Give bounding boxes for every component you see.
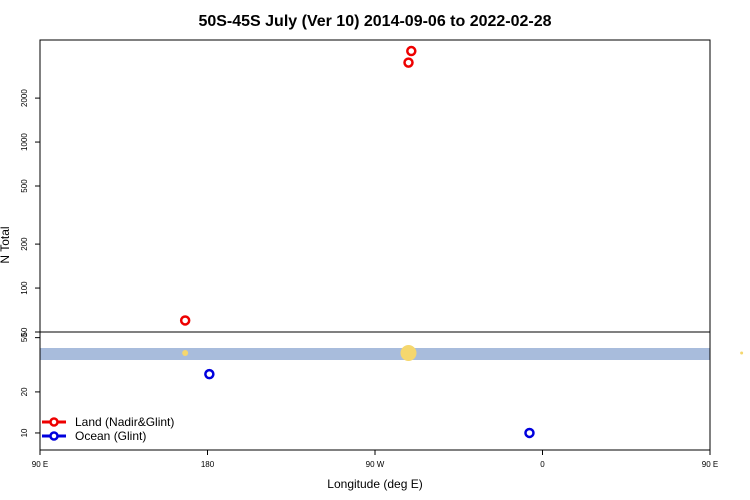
- data-points: [179, 45, 535, 439]
- y-tick-label: 2000: [20, 89, 29, 107]
- data-point: [524, 427, 535, 439]
- data-point: [204, 368, 215, 380]
- x-axis-label: Longitude (deg E): [327, 477, 422, 491]
- y-tick-label: 100: [20, 281, 29, 295]
- x-tick-label: 90 E: [32, 460, 48, 469]
- legend: Land (Nadir&Glint)Ocean (Glint): [42, 415, 174, 443]
- data-point: [403, 57, 414, 68]
- data-point: [406, 45, 417, 57]
- legend-marker: [49, 417, 59, 427]
- highlight-marker: [740, 351, 744, 355]
- y-tick-label: 500: [20, 179, 29, 193]
- highlight-marker: [400, 345, 417, 361]
- highlight-markers: [182, 345, 744, 361]
- x-tick-label: 180: [201, 460, 215, 469]
- y-tick-label: 20: [20, 387, 29, 396]
- legend-marker: [49, 431, 59, 441]
- x-tick-label: 0: [540, 460, 545, 469]
- lower-panel-band-layer: [40, 348, 710, 360]
- plot-frame: [39, 39, 711, 451]
- y-axis: 10 20 50 100 200 500 1000 2000 50: [20, 89, 40, 437]
- data-point: [179, 315, 191, 326]
- legend-label: Ocean (Glint): [75, 429, 146, 443]
- legend-label: Land (Nadir&Glint): [75, 415, 174, 429]
- y-tick-label: 50: [20, 327, 29, 336]
- highlight-marker: [182, 350, 189, 356]
- y-tick-label: 10: [20, 428, 29, 437]
- chart-title: 50S-45S July (Ver 10) 2014-09-06 to 2022…: [198, 13, 551, 30]
- y-tick-label: 50: [20, 333, 29, 342]
- lower-panel-band: [40, 348, 710, 360]
- y-tick-label: 1000: [20, 133, 29, 151]
- x-tick-label: 90 E: [702, 460, 718, 469]
- y-tick-label: 200: [20, 237, 29, 251]
- x-tick-label: 90 W: [366, 460, 385, 469]
- plot-border: [39, 39, 711, 451]
- y-axis-label: N Total: [0, 226, 12, 263]
